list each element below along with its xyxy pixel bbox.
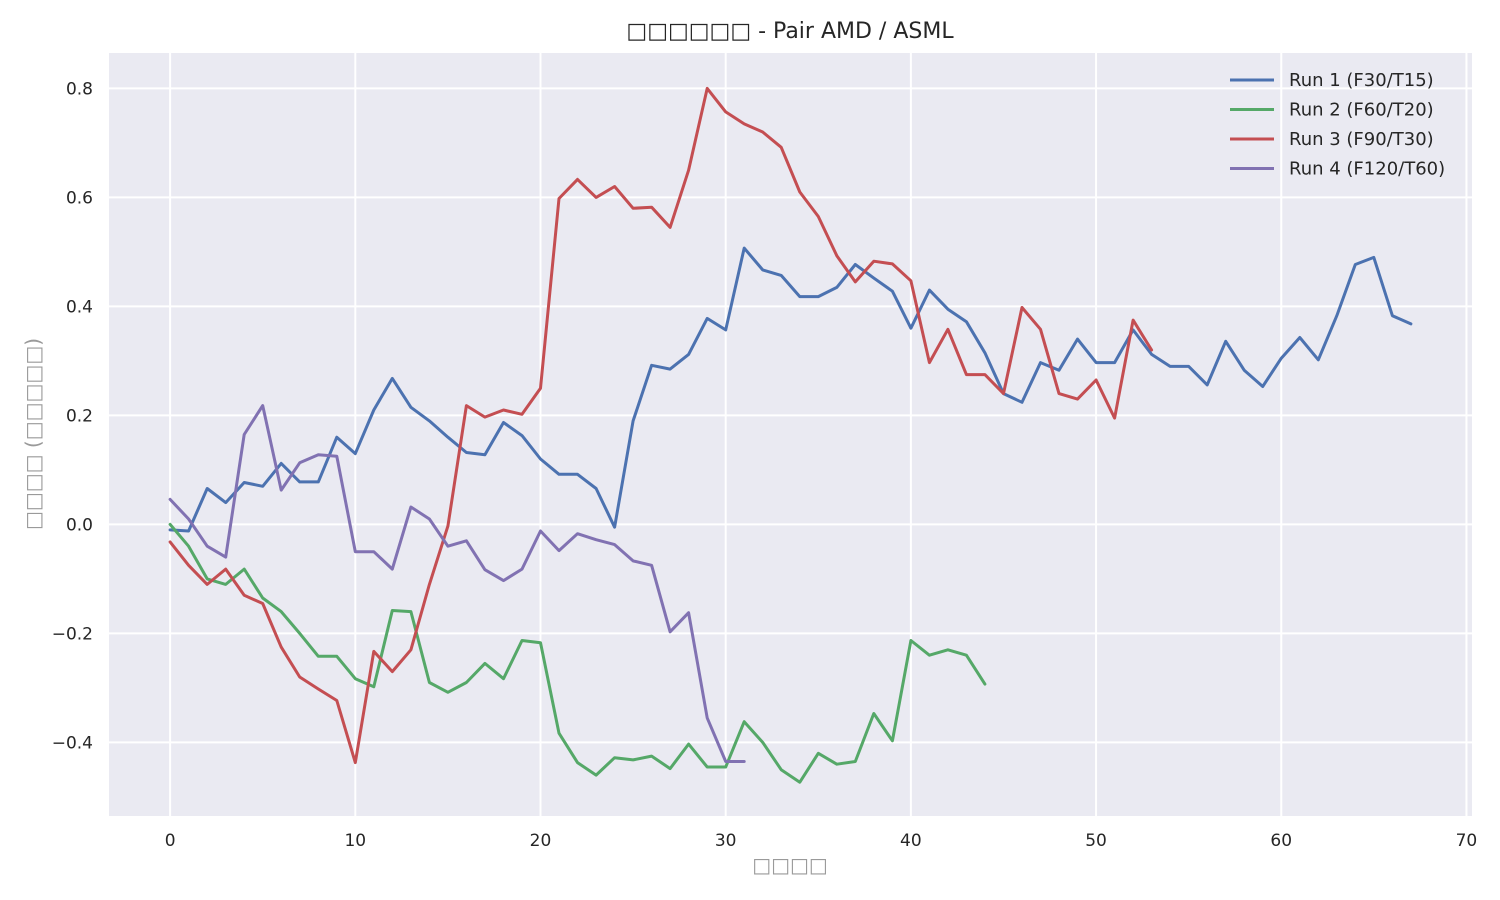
legend-label: Run 3 (F90/T30) (1289, 129, 1434, 150)
x-tick-label: 40 (900, 831, 922, 851)
y-axis-ticks: 0.8 0.6 0.4 0.2 0.0 −0.2 −0.4 (52, 79, 93, 753)
series-line-run-2 (168, 522, 987, 784)
plot-area (109, 53, 1472, 816)
y-tick-label: 0.0 (66, 515, 93, 535)
legend-label: Run 2 (F60/T20) (1289, 100, 1434, 121)
series-line-run-1 (168, 246, 1413, 533)
y-tick-label: 0.4 (66, 297, 93, 317)
x-tick-label: 50 (1085, 831, 1107, 851)
x-tick-label: 70 (1456, 831, 1478, 851)
legend-label: Run 4 (F120/T60) (1289, 159, 1445, 180)
y-axis-label: □□□□ (□□□□□) (21, 338, 45, 530)
x-tick-label: 0 (165, 831, 176, 851)
x-axis-label: □□□□ (752, 853, 828, 877)
chart-title: □□□□□□ - Pair AMD / ASML (626, 19, 954, 44)
y-tick-label: −0.2 (52, 624, 93, 644)
x-axis-ticks: 0 10 20 30 40 50 60 70 (165, 831, 1478, 851)
series-line-run-4 (168, 404, 746, 763)
x-tick-label: 30 (715, 831, 737, 851)
series-layer (168, 86, 1413, 784)
x-tick-label: 10 (344, 831, 366, 851)
legend: Run 1 (F30/T15) Run 2 (F60/T20) Run 3 (F90… (1230, 70, 1445, 180)
legend-label: Run 1 (F30/T15) (1289, 70, 1434, 91)
series-line-run-3 (168, 86, 1154, 765)
y-tick-label: −0.4 (52, 733, 93, 753)
y-tick-label: 0.2 (66, 406, 93, 426)
y-tick-label: 0.6 (66, 188, 93, 208)
x-tick-label: 20 (530, 831, 552, 851)
x-tick-label: 60 (1270, 831, 1292, 851)
y-tick-label: 0.8 (66, 79, 93, 99)
grid-lines (109, 53, 1472, 816)
